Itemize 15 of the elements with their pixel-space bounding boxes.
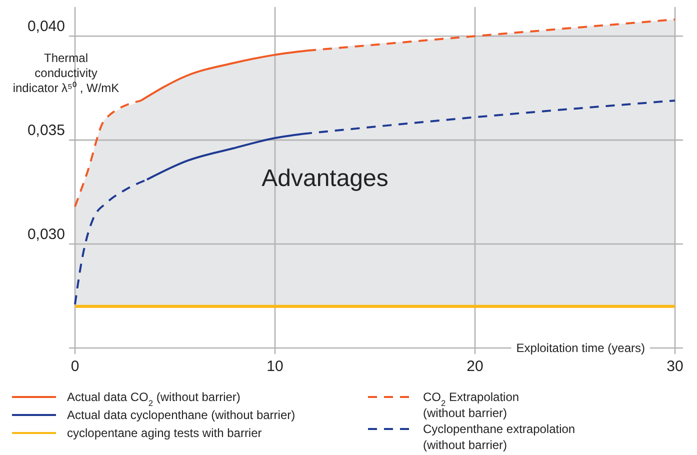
legend-label: Actual data CO$_{2}$ (without barrier)	[67, 390, 240, 408]
y-axis-title: Thermal conductivity indicator λ⁵⁰ , W/mK	[12, 51, 120, 95]
x-tick-label: 20	[466, 358, 484, 375]
x-tick-label: 30	[666, 358, 684, 375]
y-tick-label: 0,030	[27, 226, 65, 244]
legend-label: cyclopentane aging tests with barrier	[67, 426, 262, 440]
x-axis-title: Exploitation time (years)	[516, 341, 645, 355]
legend-label: Cyclopenthane extrapolation (without barrier)	[423, 422, 576, 452]
x-tick-label: 10	[266, 358, 284, 375]
annotation: Advantages	[262, 164, 388, 192]
legend-label: CO$_{2}$ Extrapolation (without barrier)	[423, 390, 520, 420]
y-tick-label: 0,040	[27, 18, 65, 36]
x-tick-label: 0	[70, 358, 80, 375]
legend-label: Actual data cyclopenthane (without barrier)	[67, 408, 296, 422]
y-tick-label: 0,035	[27, 122, 65, 140]
